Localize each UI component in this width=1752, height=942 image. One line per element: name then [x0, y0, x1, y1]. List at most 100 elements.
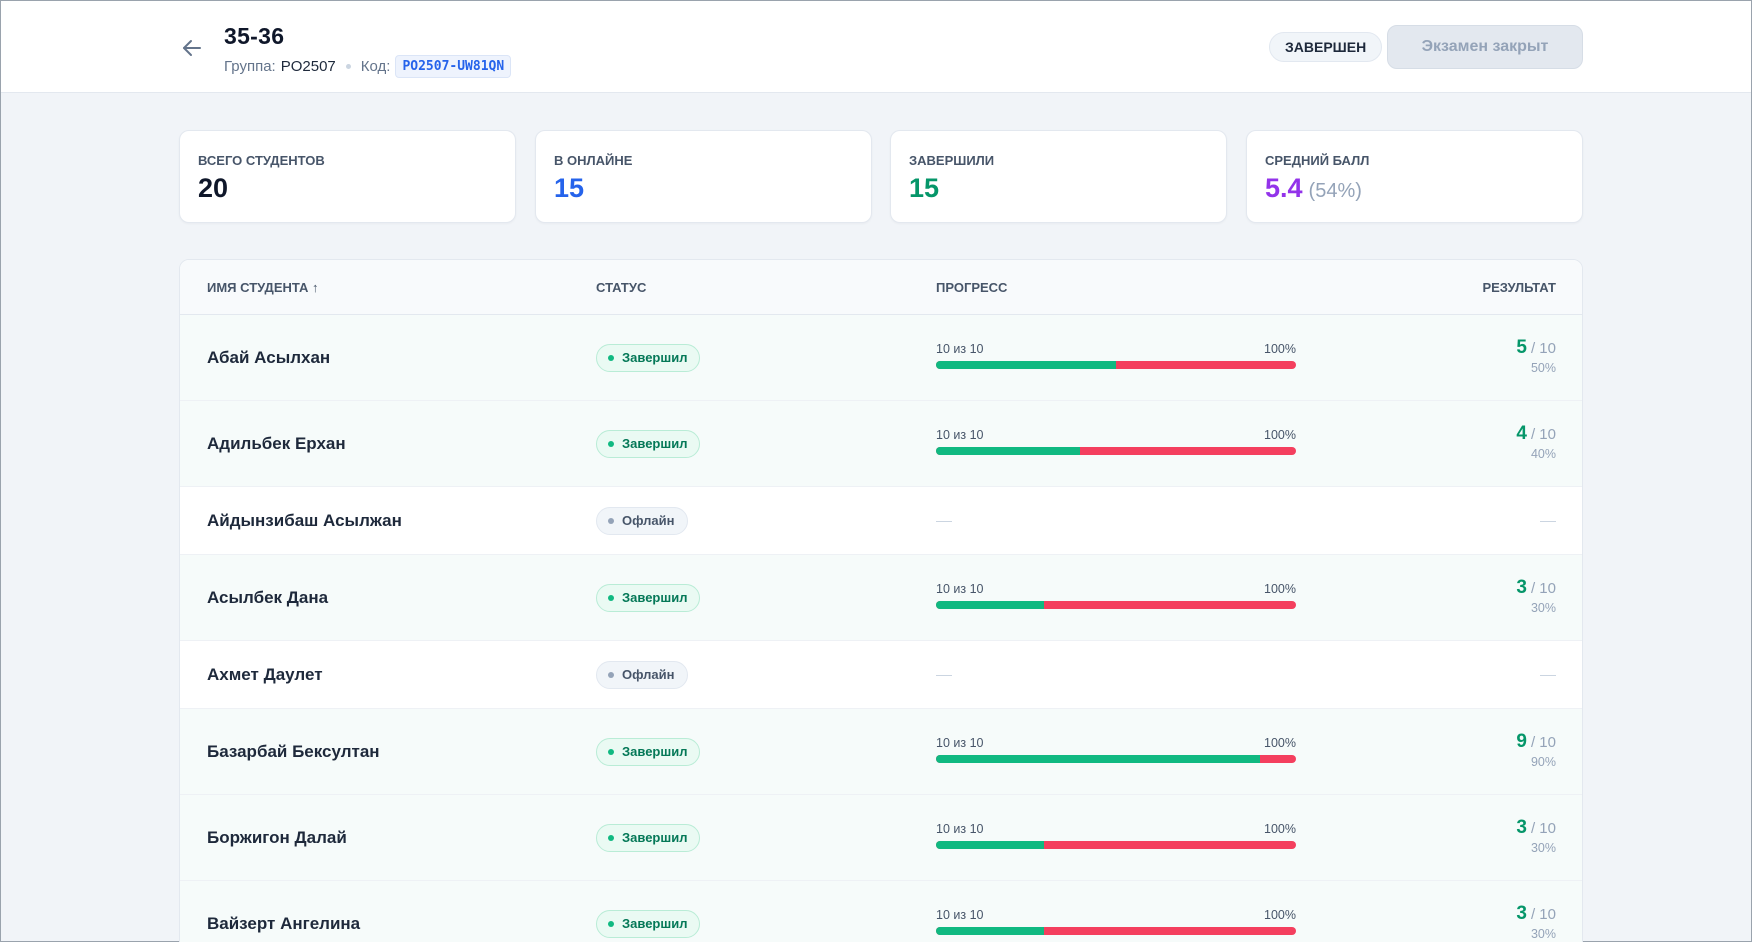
table-row[interactable]: Асылбек Дана Завершил 10 из 10 100% 3/ 10 30% [180, 555, 1582, 641]
group-value: PO2507 [280, 57, 336, 75]
status-dot [608, 920, 614, 927]
stat-card: ЗАВЕРШИЛИ 15 [890, 130, 1227, 223]
stat-card: В ОНЛАЙНЕ 15 [535, 130, 872, 223]
status-dot [608, 748, 614, 755]
arrow-left-icon [183, 40, 201, 56]
result-score: 5 [1516, 337, 1527, 358]
status-label: Завершил [622, 350, 688, 365]
progress-empty-dash [936, 520, 952, 522]
stat-number: 20 [198, 173, 229, 203]
status-label: Завершил [622, 436, 688, 451]
stat-number: 5.4 [1265, 173, 1303, 203]
stat-label: ЗАВЕРШИЛИ [909, 153, 995, 168]
page-title: 35-36 [224, 23, 285, 49]
table-header: ИМЯ СТУДЕНТА ↑ СТАТУС ПРОГРЕСС РЕЗУЛЬТАТ [180, 260, 1582, 315]
progress-percent: 100% [1264, 428, 1296, 442]
result-empty-dash [1540, 520, 1556, 522]
student-name: Адильбек Ерхан [207, 433, 346, 453]
progress-bar-correct [936, 841, 1044, 849]
stat-number: 15 [554, 173, 585, 203]
status-label: Завершил [622, 590, 688, 605]
group-label: Группа: [224, 57, 276, 75]
result-max: / 10 [1530, 580, 1556, 597]
progress-bar [936, 927, 1296, 935]
student-name: Абай Асылхан [207, 347, 331, 367]
progress-count: 10 из 10 [936, 342, 984, 356]
status-dot [608, 594, 614, 601]
progress-bar [936, 841, 1296, 849]
column-result-header: РЕЗУЛЬТАТ [1482, 280, 1556, 295]
result-score: 3 [1516, 903, 1527, 924]
table-row[interactable]: Базарбай Бексултан Завершил 10 из 10 100% 9/… [180, 709, 1582, 795]
table-row[interactable]: Ахмет Даулет Офлайн [180, 641, 1582, 709]
result-max: / 10 [1530, 906, 1556, 923]
table-row[interactable]: Айдынзибаш Асылжан Офлайн [180, 487, 1582, 555]
exam-meta: Группа: PO2507 Код: PO2507-UW81QN [224, 53, 512, 79]
result-cell: 5/ 10 50% [1516, 337, 1556, 375]
progress-count: 10 из 10 [936, 908, 984, 922]
progress-cell: 10 из 10 100% [936, 736, 1296, 763]
result-score: 9 [1516, 731, 1527, 752]
result-percent: 30% [1530, 601, 1556, 615]
result-cell: 3/ 10 30% [1516, 577, 1556, 615]
stat-card: СРЕДНИЙ БАЛЛ 5.4 (54%) [1246, 130, 1583, 223]
result-cell: 3/ 10 30% [1516, 903, 1556, 941]
table-row[interactable]: Боржигон Далай Завершил 10 из 10 100% 3/ 10 3… [180, 795, 1582, 881]
progress-count: 10 из 10 [936, 582, 984, 596]
student-name: Айдынзибаш Асылжан [207, 510, 402, 530]
stat-number: 15 [909, 173, 940, 203]
stat-value: 15 [554, 173, 584, 204]
progress-percent: 100% [1264, 822, 1296, 836]
status-badge: Офлайн [596, 506, 688, 535]
result-percent: 30% [1530, 841, 1556, 855]
status-label: Офлайн [622, 667, 675, 682]
student-name: Асылбек Дана [207, 587, 329, 607]
stat-card: ВСЕГО СТУДЕНТОВ 20 [179, 130, 516, 223]
progress-cell: 10 из 10 100% [936, 582, 1296, 609]
stat-value: 5.4 (54%) [1265, 173, 1362, 204]
result-cell: 3/ 10 30% [1516, 817, 1556, 855]
student-name: Базарбай Бексултан [207, 741, 380, 761]
status-badge: Завершил [596, 823, 701, 852]
result-empty-dash [1540, 674, 1556, 676]
progress-empty-dash [936, 674, 952, 676]
result-percent: 50% [1530, 361, 1556, 375]
result-score: 3 [1516, 817, 1527, 838]
code-label: Код: [360, 57, 391, 75]
students-table: ИМЯ СТУДЕНТА ↑ СТАТУС ПРОГРЕСС РЕЗУЛЬТАТ… [179, 259, 1583, 942]
progress-cell: 10 из 10 100% [936, 342, 1296, 369]
progress-bar [936, 755, 1296, 763]
table-row[interactable]: Вайзерт Ангелина Завершил 10 из 10 100% 3/ 1… [180, 881, 1582, 942]
result-cell: 9/ 10 90% [1516, 731, 1556, 769]
progress-bar-correct [936, 361, 1116, 369]
column-status-header: СТАТУС [596, 280, 647, 295]
status-label: Завершил [622, 916, 688, 931]
result-percent: 90% [1530, 755, 1556, 769]
progress-cell: 10 из 10 100% [936, 908, 1296, 935]
progress-bar-correct [936, 755, 1260, 763]
back-button[interactable] [175, 31, 209, 65]
table-row[interactable]: Адильбек Ерхан Завершил 10 из 10 100% 4/ 10 4… [180, 401, 1582, 487]
status-dot [608, 517, 614, 524]
progress-bar [936, 447, 1296, 455]
status-label: Завершил [622, 744, 688, 759]
stat-value: 20 [198, 173, 228, 204]
result-max: / 10 [1530, 734, 1556, 751]
page-header: 35-36 Группа: PO2507 Код: PO2507-UW81QN … [1, 1, 1751, 93]
column-progress-header: ПРОГРЕСС [936, 280, 1008, 295]
exam-code[interactable]: PO2507-UW81QN [395, 54, 512, 78]
column-name-header[interactable]: ИМЯ СТУДЕНТА ↑ [207, 280, 319, 295]
student-name: Ахмет Даулет [207, 664, 323, 684]
progress-percent: 100% [1264, 908, 1296, 922]
result-score: 4 [1516, 423, 1527, 444]
exam-closed-button[interactable]: Экзамен закрыт [1387, 25, 1583, 69]
result-score: 3 [1516, 577, 1527, 598]
status-badge: Завершил [596, 429, 701, 458]
table-row[interactable]: Абай Асылхан Завершил 10 из 10 100% 5/ 10 50% [180, 315, 1582, 401]
progress-count: 10 из 10 [936, 428, 984, 442]
result-max: / 10 [1530, 820, 1556, 837]
status-label: Офлайн [622, 513, 675, 528]
status-badge: Офлайн [596, 660, 688, 689]
progress-bar [936, 361, 1296, 369]
progress-bar [936, 601, 1296, 609]
